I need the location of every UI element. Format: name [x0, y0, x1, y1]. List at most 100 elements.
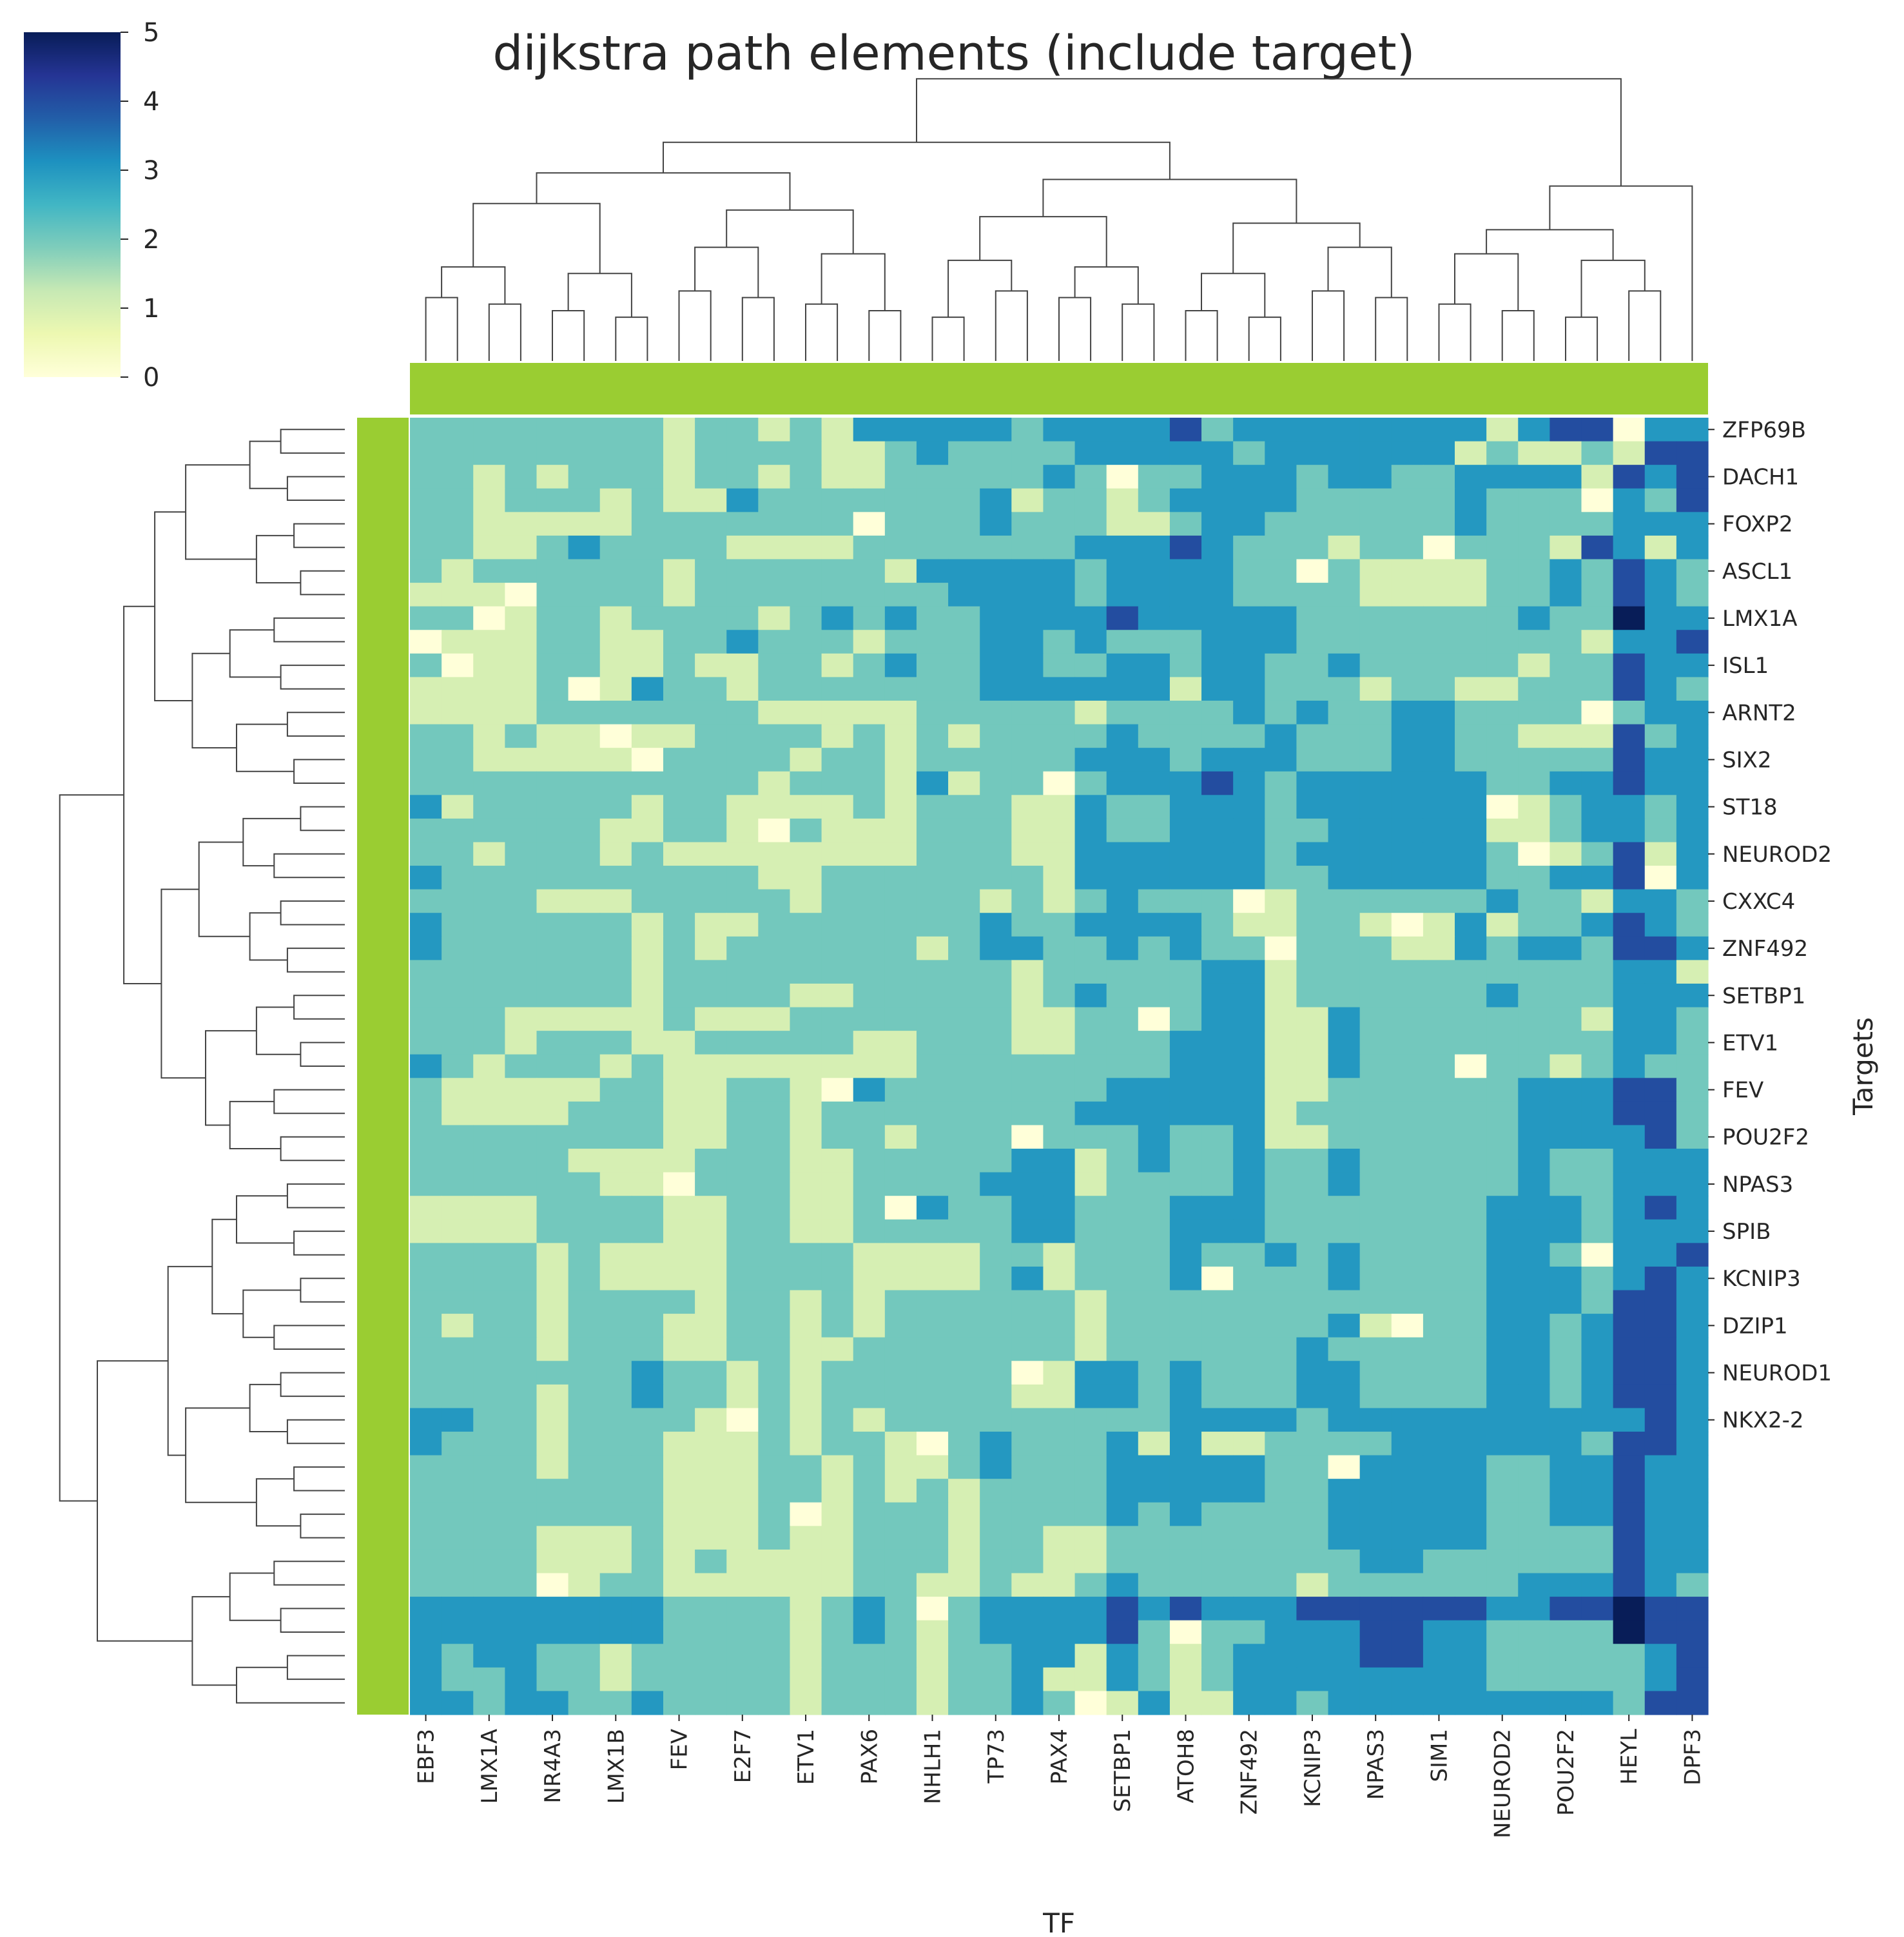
heatmap-cell — [1138, 795, 1171, 819]
heatmap-cell — [1455, 960, 1487, 984]
heatmap-cell — [1359, 606, 1392, 630]
heatmap-cell — [631, 1432, 664, 1456]
dendrogram-link — [472, 202, 601, 274]
heatmap-cell — [1328, 795, 1361, 819]
heatmap-cell — [1455, 1691, 1487, 1715]
heatmap-cell — [1549, 1149, 1582, 1173]
heatmap-cell — [442, 677, 474, 701]
heatmap-cell — [505, 1361, 538, 1385]
heatmap-cell — [1549, 1455, 1582, 1479]
heatmap-cell — [1644, 1266, 1677, 1291]
heatmap-cell — [1296, 1573, 1329, 1597]
heatmap-cell — [410, 748, 442, 772]
heatmap-cell — [1613, 1007, 1646, 1031]
heatmap-cell — [790, 1408, 822, 1432]
heatmap-cell — [980, 559, 1012, 583]
heatmap-cell — [853, 1125, 886, 1149]
heatmap-cell — [1201, 1644, 1234, 1668]
heatmap-cell — [1265, 1502, 1297, 1526]
heatmap-cell — [1233, 771, 1265, 795]
heatmap-cell — [1486, 465, 1519, 489]
heatmap-cell — [853, 512, 886, 536]
heatmap-cell — [1328, 1432, 1361, 1456]
dendrogram-link — [205, 1030, 257, 1126]
heatmap-cell — [916, 653, 949, 677]
heatmap-cell — [758, 1031, 791, 1055]
heatmap-cell — [599, 1007, 632, 1031]
heatmap-cell — [1391, 606, 1424, 630]
heatmap-cell — [1265, 700, 1297, 725]
heatmap-cell — [758, 630, 791, 654]
heatmap-cell — [1391, 1031, 1424, 1055]
heatmap-cell — [1549, 583, 1582, 607]
heatmap-cell — [599, 1078, 632, 1102]
heatmap-cell — [695, 559, 727, 583]
heatmap-cell — [726, 1149, 759, 1173]
heatmap-cell — [1233, 535, 1265, 560]
heatmap-cell — [821, 983, 854, 1008]
heatmap-cell — [442, 1408, 474, 1432]
heatmap-cell — [695, 1667, 727, 1692]
heatmap-cell — [568, 1101, 601, 1126]
heatmap-cell — [1074, 1502, 1107, 1526]
heatmap-cell — [1581, 535, 1614, 560]
heatmap-cell — [442, 724, 474, 748]
heatmap-cell — [663, 488, 695, 512]
heatmap-cell — [948, 1101, 980, 1126]
heatmap-cell — [1074, 559, 1107, 583]
heatmap-cell — [1359, 983, 1392, 1008]
heatmap-cell — [1169, 1290, 1202, 1314]
heatmap-cell — [853, 1337, 886, 1361]
heatmap-cell — [1391, 1172, 1424, 1196]
heatmap-cell — [1265, 583, 1297, 607]
heatmap-cell — [1043, 1620, 1076, 1644]
heatmap-cell — [1043, 1691, 1076, 1715]
heatmap-cell — [980, 677, 1012, 701]
heatmap-cell — [505, 677, 538, 701]
heatmap-cell — [948, 630, 980, 654]
heatmap-cell — [1011, 1219, 1044, 1243]
dendrogram-link — [167, 1265, 213, 1456]
heatmap-cell — [1106, 1432, 1139, 1456]
heatmap-cell — [1233, 889, 1265, 913]
heatmap-cell — [1359, 748, 1392, 772]
heatmap-cell — [410, 795, 442, 819]
heatmap-cell — [1549, 1172, 1582, 1196]
heatmap-cell — [1011, 771, 1044, 795]
heatmap-cell — [853, 1243, 886, 1267]
heatmap-cell — [1423, 866, 1455, 890]
heatmap-cell — [1676, 1384, 1709, 1409]
heatmap-cell — [1011, 1101, 1044, 1126]
heatmap-cell — [568, 1502, 601, 1526]
heatmap-cell — [1201, 1667, 1234, 1692]
heatmap-cell — [1676, 1667, 1709, 1692]
heatmap-cell — [473, 1243, 505, 1267]
heatmap-cell — [790, 1314, 822, 1338]
heatmap-cell — [1644, 983, 1677, 1008]
heatmap-cell — [536, 700, 569, 725]
heatmap-cell — [1423, 606, 1455, 630]
heatmap-cell — [536, 913, 569, 937]
heatmap-cell — [568, 1125, 601, 1149]
heatmap-cell — [1518, 535, 1550, 560]
heatmap-cell — [758, 488, 791, 512]
heatmap-cell — [663, 1219, 695, 1243]
heatmap-cell — [1328, 1384, 1361, 1409]
heatmap-cell — [568, 1243, 601, 1267]
heatmap-cell — [1043, 1408, 1076, 1432]
heatmap-cell — [1391, 936, 1424, 960]
heatmap-cell — [980, 1526, 1012, 1550]
heatmap-cell — [1359, 1101, 1392, 1126]
heatmap-cell — [1265, 866, 1297, 890]
heatmap-cell — [1359, 1243, 1392, 1267]
heatmap-cell — [1138, 1432, 1171, 1456]
heatmap-cell — [758, 677, 791, 701]
heatmap-cell — [980, 724, 1012, 748]
heatmap-cell — [473, 1078, 505, 1102]
heatmap-cell — [1233, 1361, 1265, 1385]
heatmap-cell — [1455, 1502, 1487, 1526]
heatmap-cell — [1486, 535, 1519, 560]
heatmap-cell — [1423, 1078, 1455, 1102]
dendrogram-link — [425, 297, 458, 361]
heatmap-cell — [410, 1196, 442, 1220]
